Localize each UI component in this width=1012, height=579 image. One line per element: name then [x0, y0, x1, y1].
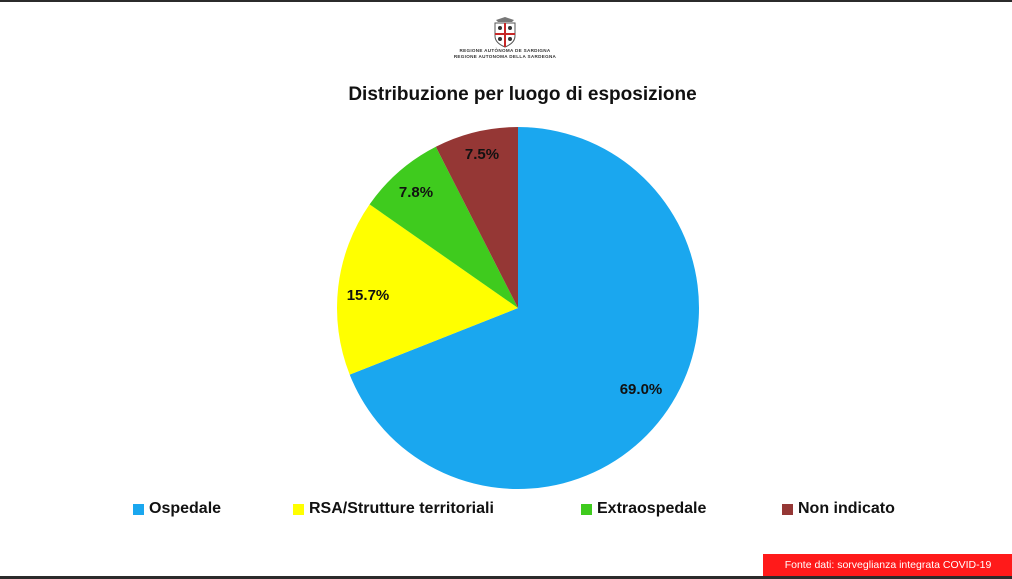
legend-item-extraospedale: Extraospedale [581, 500, 706, 518]
legend-label-extraospedale: Extraospedale [597, 500, 707, 517]
chart-legend: Ospedale RSA/Strutture territoriali Extr… [0, 500, 1012, 524]
pie-slice-ospedale [349, 127, 699, 490]
logo-text-italian: REGIONE AUTONOMA DELLA SARDEGNA [453, 54, 557, 59]
top-border [0, 0, 1012, 2]
chart-title: Distribuzione per luogo di esposizione [348, 84, 697, 105]
legend-label-rsa: RSA/Strutture territoriali [309, 500, 494, 517]
legend-item-rsa: RSA/Strutture territoriali [293, 500, 494, 518]
pie-slice-rsa-strutture-territoriali [337, 204, 518, 375]
source-note: Fonte dati: sorveglianza integrata COVID… [763, 554, 1012, 576]
legend-swatch-ospedale [133, 503, 144, 515]
pie-slice-non-indicato [435, 127, 518, 308]
legend-swatch-rsa [293, 503, 304, 515]
slice-value-label: 69.0% [620, 381, 663, 398]
legend-item-non-indicato: Non indicato [782, 500, 895, 518]
logo-text-sardinian: REGIONE AUTÒNOMA DE SARDIGNA [459, 48, 551, 53]
sardinia-crest-icon [494, 17, 516, 48]
legend-label-non-indicato: Non indicato [798, 500, 895, 517]
legend-label-ospedale: Ospedale [149, 500, 222, 517]
slice-value-label: 7.8% [399, 184, 433, 201]
legend-item-ospedale: Ospedale [133, 500, 221, 518]
bottom-border [0, 576, 1012, 579]
region-logo: REGIONE AUTÒNOMA DE SARDIGNA REGIONE AUT… [440, 16, 570, 60]
slice-value-label: 15.7% [347, 287, 390, 304]
legend-swatch-extraospedale [581, 503, 592, 515]
slice-value-label: 7.5% [465, 146, 499, 163]
pie-slice-extraospedale [369, 146, 518, 308]
legend-swatch-non-indicato [782, 503, 793, 515]
